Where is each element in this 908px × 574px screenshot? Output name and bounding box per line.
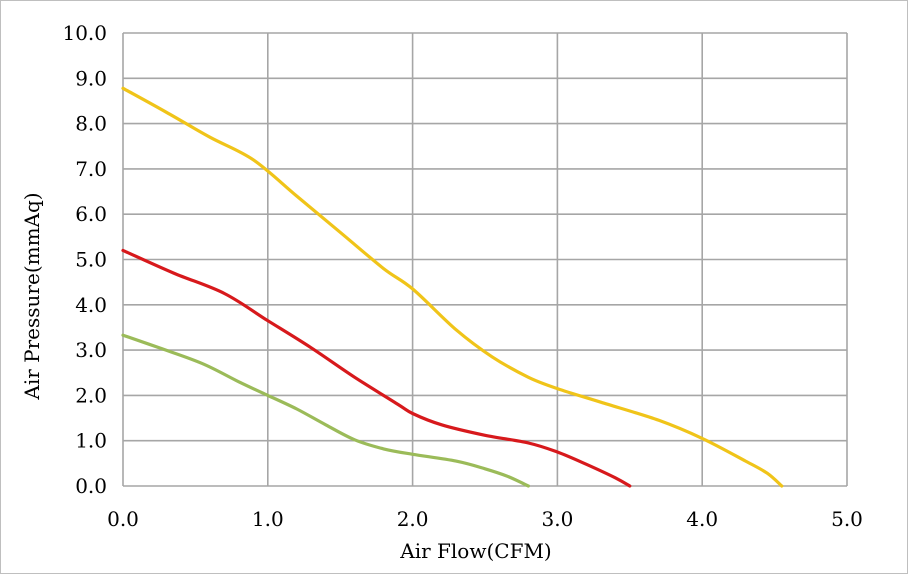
y-tick-label: 5.0 — [75, 248, 107, 272]
y-tick-label: 7.0 — [75, 157, 107, 181]
y-axis-label: Air Pressure(mmAq) — [20, 192, 44, 400]
y-tick-label: 1.0 — [75, 429, 107, 453]
x-tick-labels: 0.0 1.0 2.0 3.0 4.0 5.0 — [107, 507, 863, 531]
x-tick-label: 4.0 — [686, 507, 718, 531]
y-tick-label: 9.0 — [75, 66, 107, 90]
series-lines — [121, 86, 784, 488]
y-tick-label: 6.0 — [75, 202, 107, 226]
series-line-1 — [121, 86, 784, 488]
x-tick-label: 1.0 — [252, 507, 284, 531]
y-tick-label: 10.0 — [62, 21, 107, 45]
x-tick-label: 2.0 — [397, 507, 429, 531]
y-tick-label: 2.0 — [75, 383, 107, 407]
grid — [122, 32, 848, 487]
x-tick-label: 5.0 — [831, 507, 863, 531]
x-tick-label: 0.0 — [107, 507, 139, 531]
series-line-3 — [121, 333, 530, 488]
y-tick-labels: 0.0 1.0 2.0 3.0 4.0 5.0 6.0 7.0 8.0 9.0 10.0 — [62, 21, 107, 498]
y-tick-label: 3.0 — [75, 338, 107, 362]
y-tick-label: 4.0 — [75, 293, 107, 317]
y-tick-label: 8.0 — [75, 112, 107, 136]
x-tick-label: 3.0 — [541, 507, 573, 531]
series-line-2 — [121, 248, 632, 488]
x-axis-label: Air Flow(CFM) — [399, 539, 551, 563]
y-tick-label: 0.0 — [75, 474, 107, 498]
